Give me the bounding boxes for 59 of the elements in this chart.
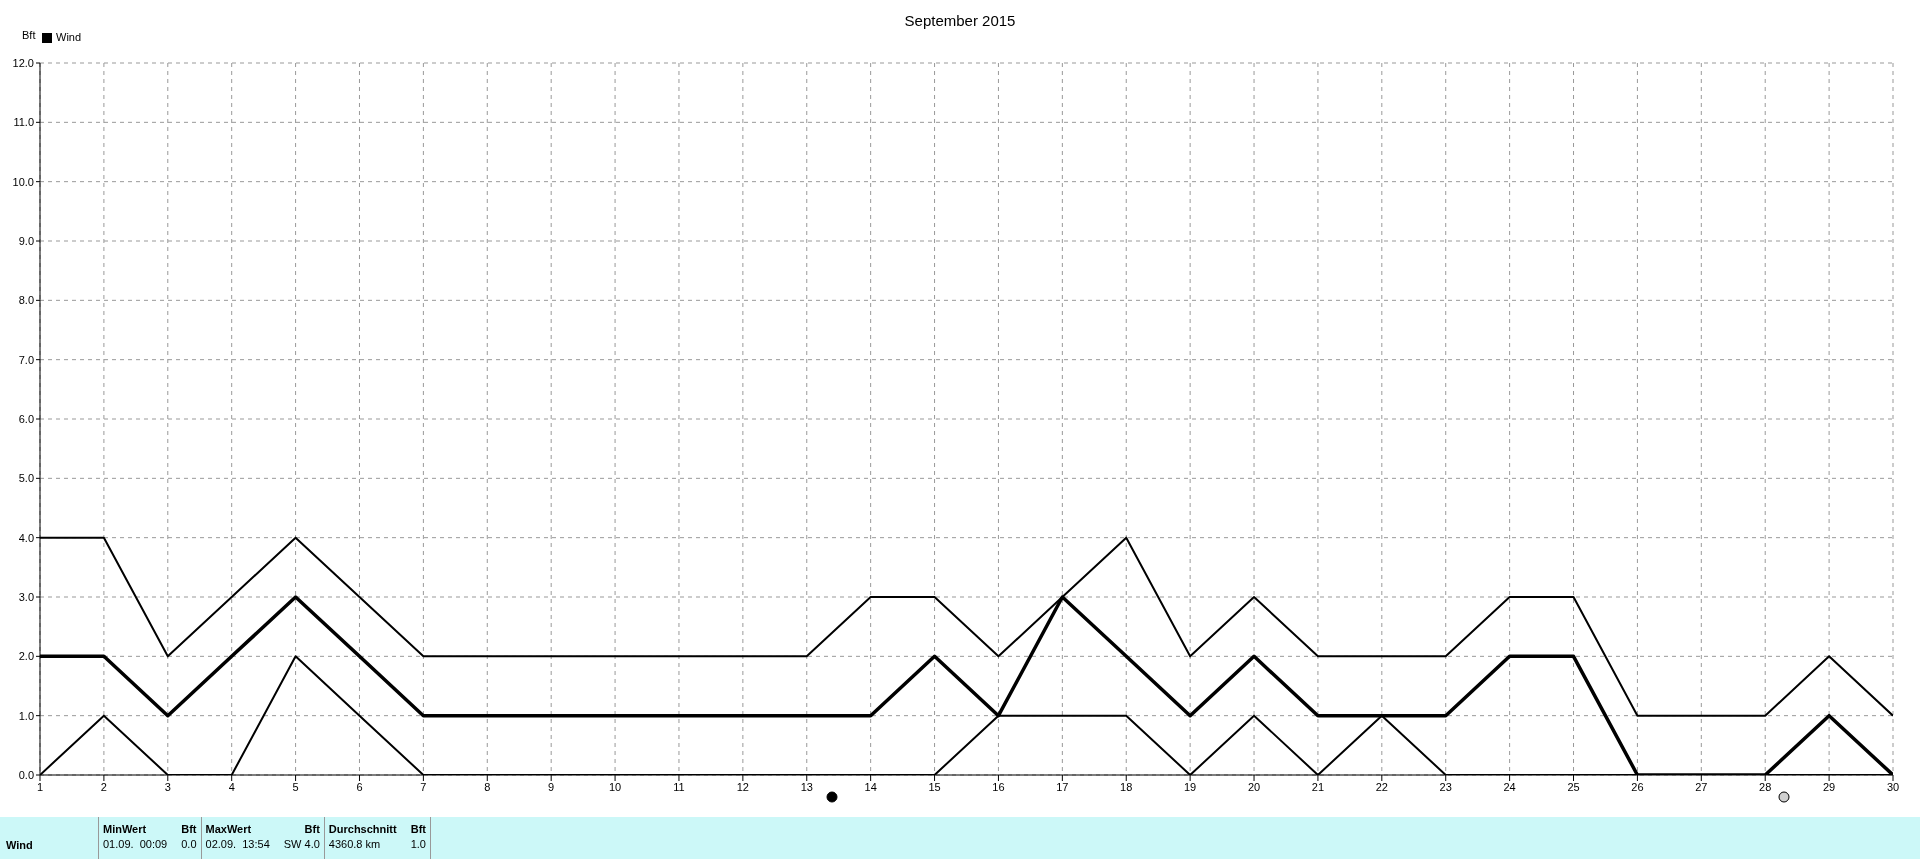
x-tick-label: 22 <box>1375 780 1388 793</box>
x-tick-label: 27 <box>1695 780 1708 793</box>
text: Wind <box>5 838 34 853</box>
x-tick-label: 30 <box>1886 780 1900 793</box>
text: MinWert <box>103 823 148 835</box>
x-tick-label: 14 <box>864 780 877 793</box>
x-tick-label: 9 <box>548 780 555 793</box>
x-tick-label: 24 <box>1503 780 1516 793</box>
x-tick-label: 12 <box>736 780 749 793</box>
text: MaxWert <box>205 823 253 835</box>
x-tick-label: 1 <box>36 780 44 793</box>
x-tick-label: 17 <box>1056 780 1069 793</box>
x-tick-label: 10 <box>608 780 622 793</box>
text: SW 4.0 <box>283 838 320 850</box>
y-tick-label: 10.0 <box>12 175 34 188</box>
y-tick-label: 9.0 <box>18 234 34 247</box>
text: Durchschnitt <box>328 823 397 835</box>
x-tick-label: 28 <box>1759 780 1772 793</box>
legend-label: Wind <box>56 31 82 43</box>
x-tick-label: 18 <box>1120 780 1133 793</box>
y-tick-label: 2.0 <box>18 650 34 663</box>
x-tick-label: 16 <box>992 780 1005 793</box>
text: Bft <box>181 823 197 835</box>
x-tick-label: 7 <box>420 780 427 793</box>
x-tick-label: 23 <box>1439 780 1452 793</box>
y-tick-label: 7.0 <box>18 353 34 366</box>
text: 0.0 <box>181 838 197 850</box>
y-tick-label: 3.0 <box>18 590 34 603</box>
x-tick-label: 19 <box>1184 780 1197 793</box>
x-tick-label: 13 <box>800 780 813 793</box>
y-tick-label: 8.0 <box>18 294 34 307</box>
x-tick-label: 29 <box>1822 780 1836 793</box>
chart-title: September 2015 <box>903 12 1017 29</box>
text: Bft <box>410 823 426 835</box>
y-tick-label: 0.0 <box>18 768 34 781</box>
x-tick-label: 5 <box>292 780 299 793</box>
text: Bft <box>303 823 320 835</box>
x-tick-label: 15 <box>928 780 941 793</box>
x-tick-label: 26 <box>1631 780 1644 793</box>
y-tick-label: 11.0 <box>13 116 34 129</box>
text: 02.09. 13:54 <box>205 838 270 850</box>
y-tick-label: 1.0 <box>18 709 34 722</box>
x-tick-label: 2 <box>100 780 107 793</box>
x-tick-label: 11 <box>673 780 685 793</box>
text: 01.09. 00:09 <box>103 838 168 850</box>
x-tick-label: 4 <box>228 780 235 793</box>
x-tick-label: 6 <box>356 780 363 793</box>
y-axis-title: Bft <box>22 29 36 41</box>
y-tick-label: 5.0 <box>18 472 34 485</box>
text: 1.0 <box>410 838 426 850</box>
y-tick-label: 6.0 <box>18 412 34 425</box>
x-tick-label: 8 <box>484 780 491 793</box>
x-tick-label: 3 <box>164 780 171 793</box>
text: 4360.8 km <box>328 838 382 850</box>
y-tick-label: 4.0 <box>18 531 34 544</box>
x-tick-label: 25 <box>1567 780 1580 793</box>
y-tick-label: 12.0 <box>12 56 34 69</box>
x-tick-label: 20 <box>1247 780 1261 793</box>
x-tick-label: 21 <box>1311 780 1325 793</box>
